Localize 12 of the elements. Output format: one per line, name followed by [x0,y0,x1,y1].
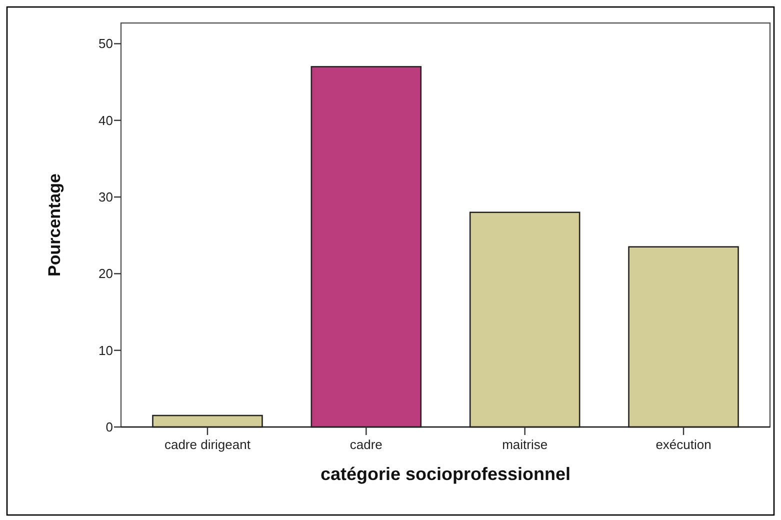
y-tick-label: 20 [98,266,113,282]
y-axis-title: Pourcentage [45,174,64,276]
y-tick-label: 10 [98,342,113,358]
x-axis-title: catégorie socioprofessionnel [320,464,571,484]
y-tick-label: 30 [98,190,113,205]
y-tick-label: 40 [98,112,113,128]
y-tick-label: 0 [106,420,113,435]
x-tick-label: exécution [656,437,712,452]
y-tick-label: 50 [98,36,113,52]
x-tick-label: cadre [350,437,382,452]
x-tick-label: cadre dirigeant [164,437,251,452]
x-tick-label: maitrise [502,437,548,452]
